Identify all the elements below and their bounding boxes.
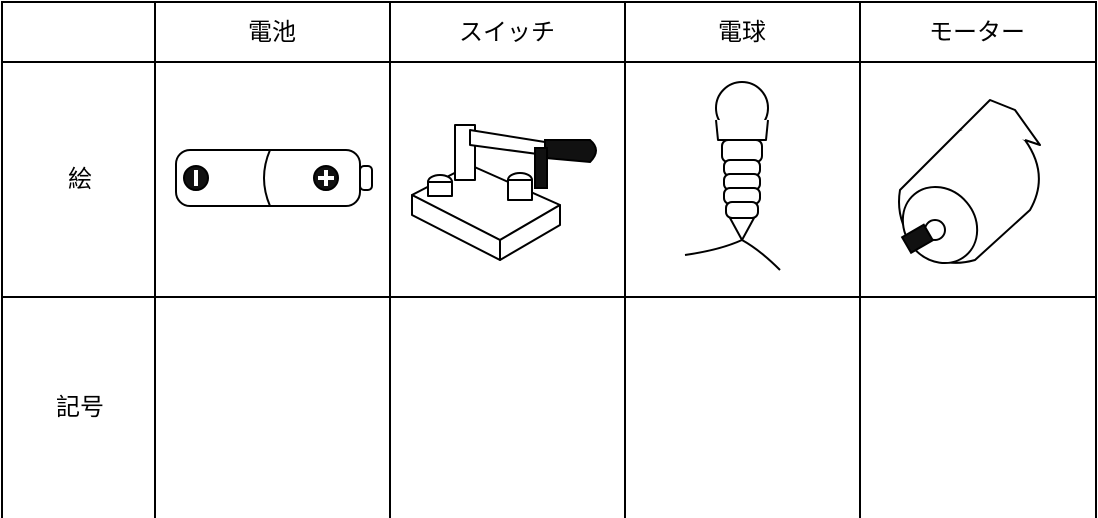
battery-illustration [175,149,373,207]
switch-illustration [411,124,597,261]
header-cell: 電池 [248,18,296,46]
header-cell: 電球 [718,18,766,46]
row-label: 記号 [56,393,104,421]
header-cell: モーター [929,18,1025,46]
bulb-illustration [684,81,781,271]
motor-illustration [898,99,1041,265]
row-label: 絵 [68,165,92,193]
header-cell: スイッチ [459,18,555,46]
